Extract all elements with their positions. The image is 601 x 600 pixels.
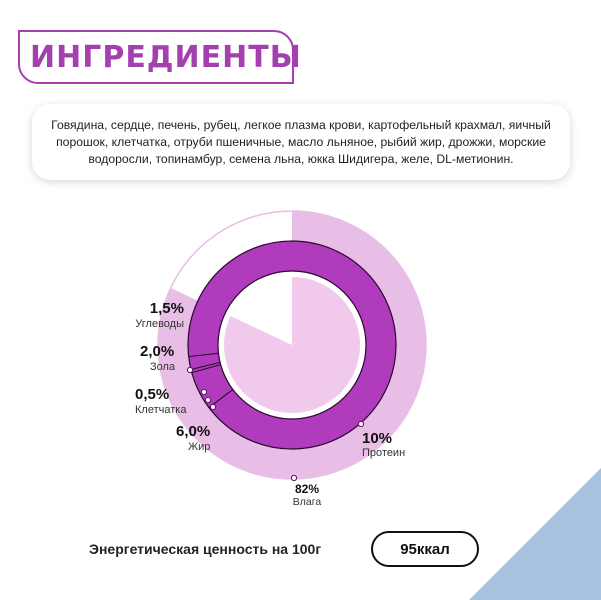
page-title: ИНГРЕДИЕНТЫ xyxy=(30,39,302,75)
marker-dot-protein xyxy=(357,420,365,428)
fiber-percent: 0,5% xyxy=(135,386,170,403)
energy-value-badge: 95ккал xyxy=(371,531,479,567)
energy-value: 95ккал xyxy=(400,540,450,558)
ingredients-text: Говядина, сердце, печень, рубец, легкое … xyxy=(51,117,551,168)
label-protein: 10% Протеин xyxy=(362,430,405,460)
protein-name: Протеин xyxy=(362,447,406,459)
marker-dot-moisture xyxy=(290,474,298,482)
ash-percent: 2,0% xyxy=(140,343,175,360)
label-ash: 2,0% Зола xyxy=(140,343,175,374)
moisture-percent: 82% xyxy=(294,482,320,496)
title-box: ИНГРЕДИЕНТЫ xyxy=(18,30,301,84)
label-moisture: 82% Влага xyxy=(289,482,325,509)
energy-label: Энергетическая ценность на 100г xyxy=(89,541,322,557)
marker-dot-fiber-b xyxy=(204,396,212,404)
ingredients-line: водоросли, топинамбур, семена льна, юкка… xyxy=(88,151,514,166)
segment-divider-ash xyxy=(190,361,221,370)
marker-dot-ash xyxy=(186,366,194,374)
fat-percent: 6,0% xyxy=(176,423,211,440)
ash-name: Зола xyxy=(150,361,176,373)
ingredients-card: Говядина, сердце, печень, рубец, легкое … xyxy=(32,104,570,180)
label-fat: 6,0% Жир xyxy=(176,423,210,454)
segment-divider-carbohydrates xyxy=(188,352,219,358)
fat-name: Жир xyxy=(188,441,211,453)
label-carbohydrates: 1,5% Углеводы xyxy=(120,300,184,331)
corner-decoration xyxy=(469,468,601,600)
marker-dot-fat xyxy=(209,403,217,411)
carbohydrates-name: Углеводы xyxy=(135,318,184,330)
ingredients-line: Говядина, сердце, печень, рубец, легкое … xyxy=(51,117,551,132)
marker-dot-fiber xyxy=(200,388,208,396)
label-fiber: 0,5% Клетчатка xyxy=(135,386,186,417)
carbohydrates-percent: 1,5% xyxy=(149,300,184,317)
center-moisture-sector xyxy=(223,277,360,413)
fiber-name: Клетчатка xyxy=(135,404,187,416)
protein-percent: 10% xyxy=(362,430,393,447)
segment-divider-fiber xyxy=(191,364,221,374)
ingredients-line: порошок, клетчатка, отруби пшеничные, ма… xyxy=(56,134,546,149)
moisture-name: Влага xyxy=(292,496,322,508)
